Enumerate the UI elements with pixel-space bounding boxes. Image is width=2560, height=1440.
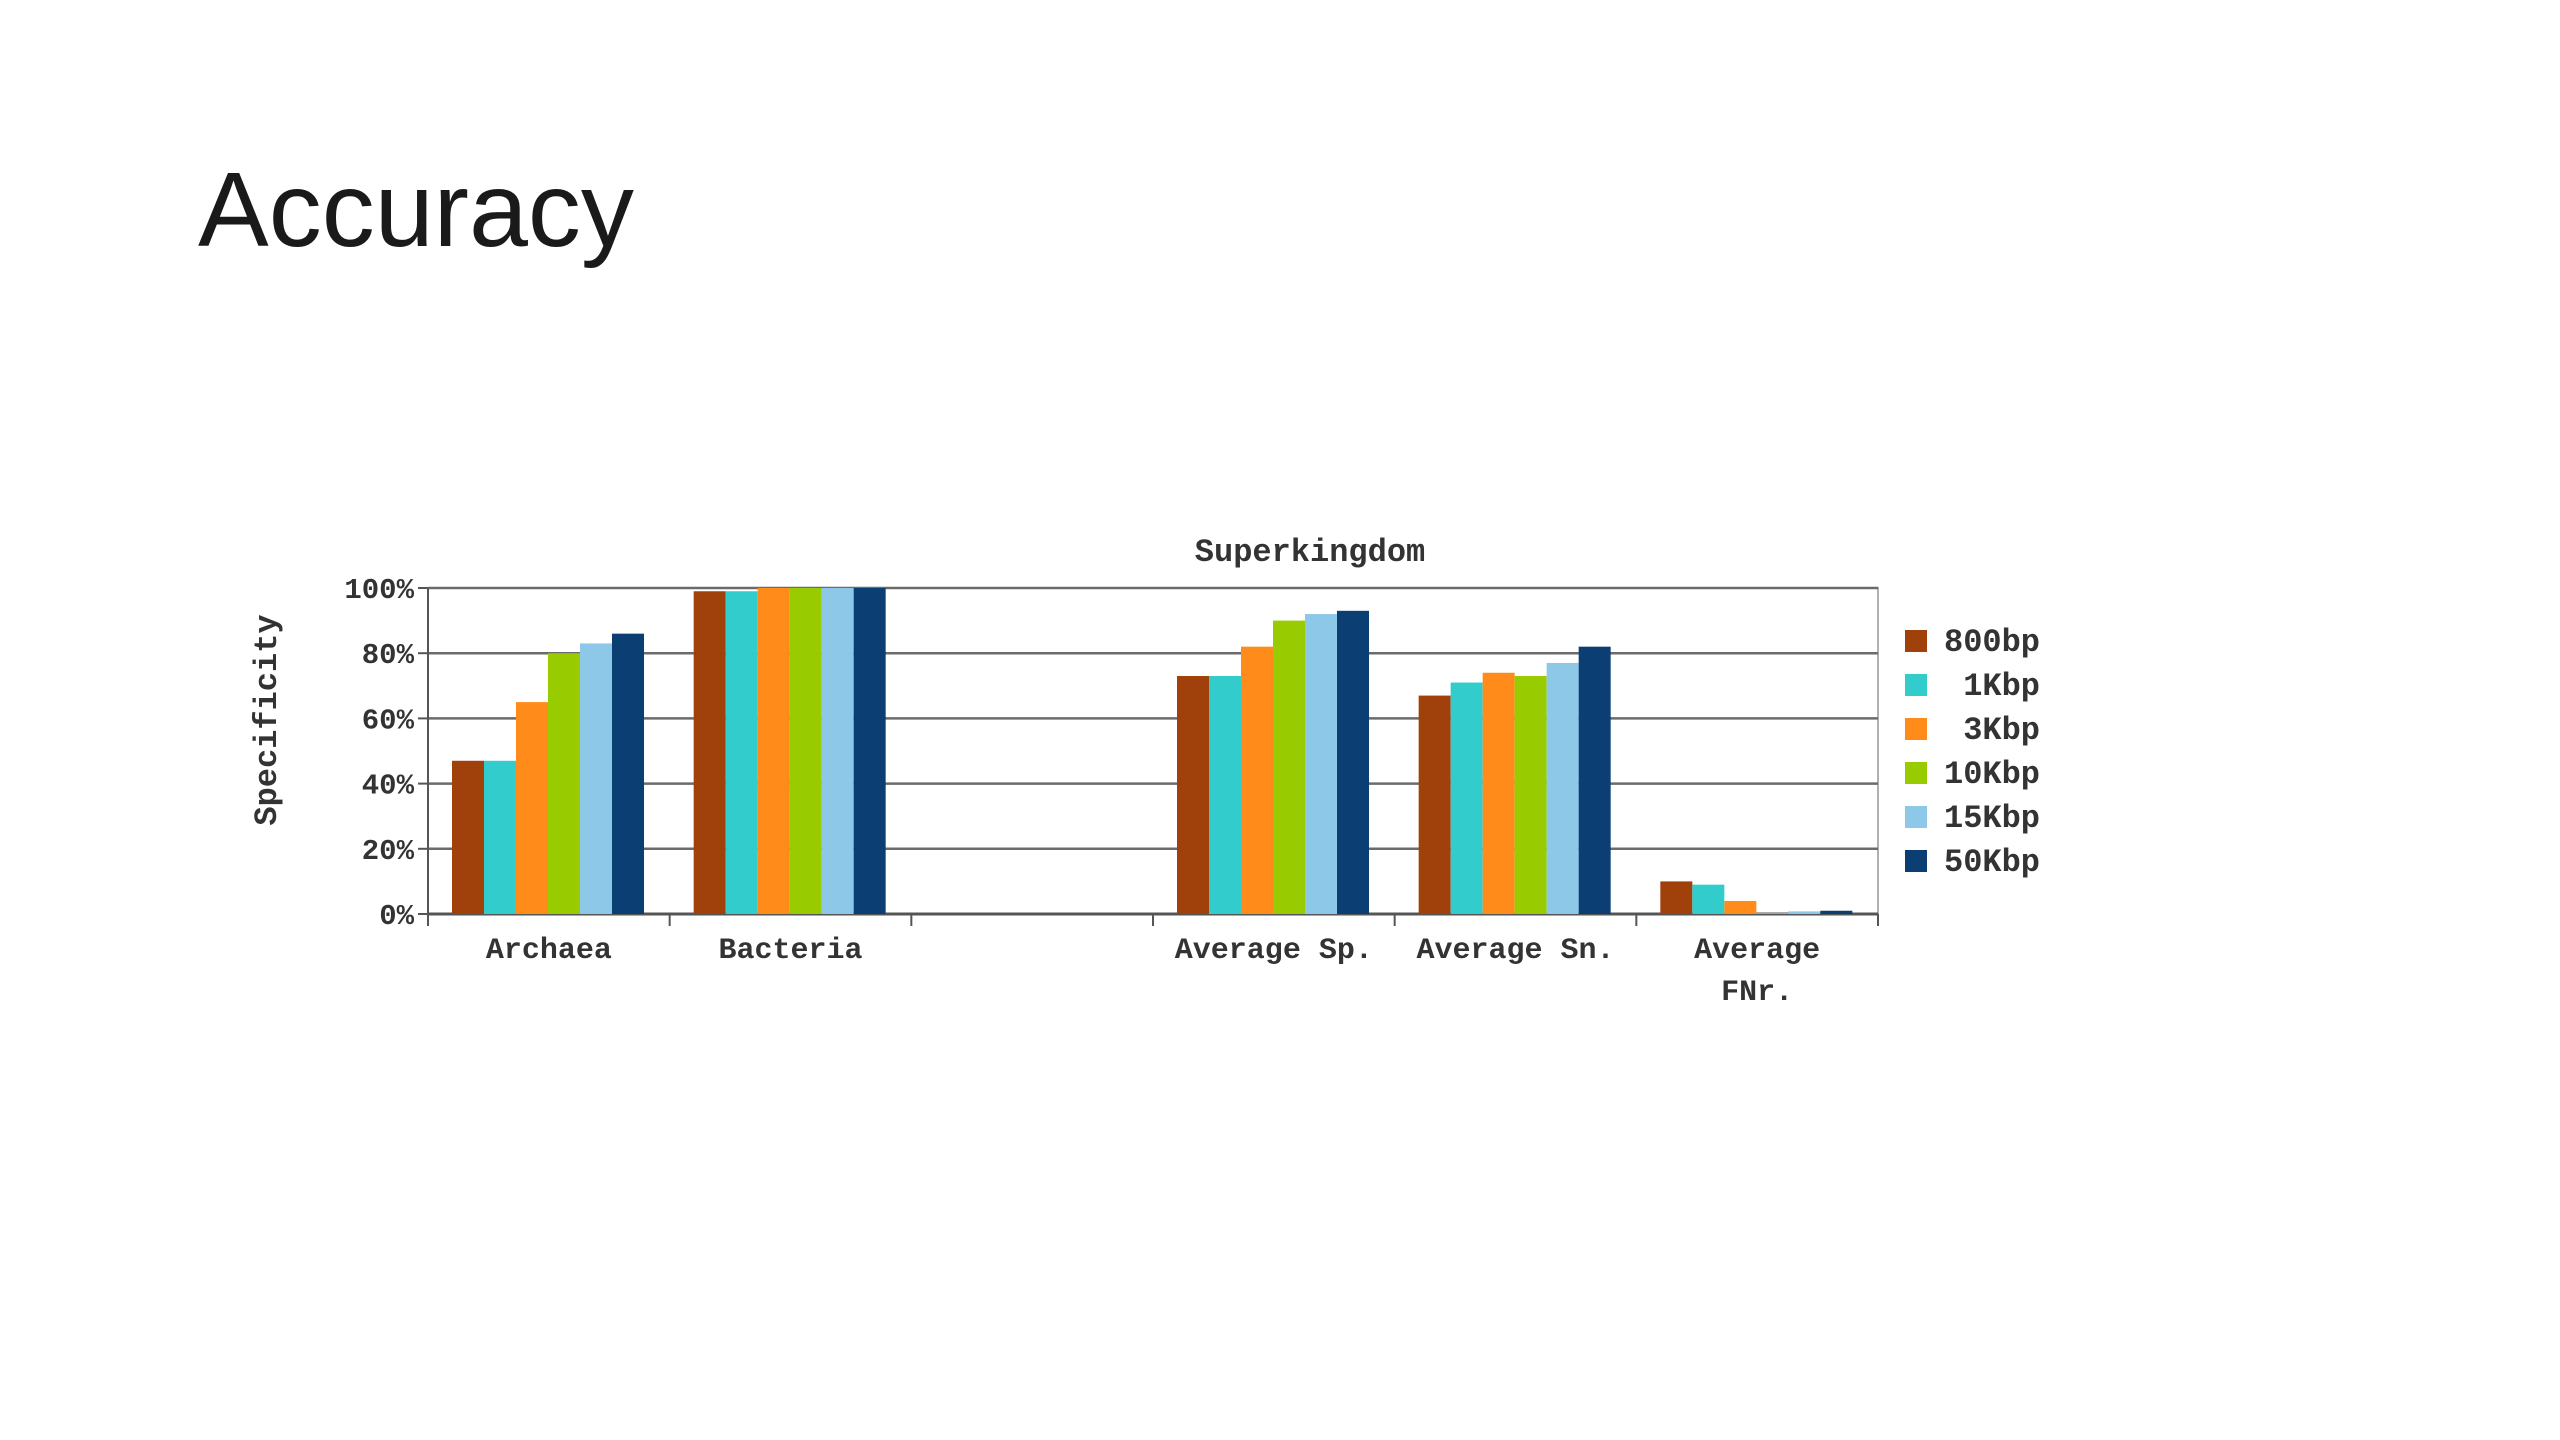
x-tick-label: Average Sp.: [1175, 934, 1373, 968]
legend-label: 50Kbp: [1944, 844, 2040, 881]
bar-50kbp: [1820, 910, 1853, 914]
x-tick-label: Archaea: [486, 934, 612, 968]
x-tick-label: Bacteria: [718, 934, 862, 968]
bar-3kbp: [1482, 672, 1515, 914]
x-tick-label: FNr.: [1721, 976, 1793, 1010]
bar-800bp: [1660, 881, 1693, 914]
bar-10kbp: [1273, 620, 1305, 914]
bar-50kbp: [612, 633, 644, 914]
bar-50kbp: [853, 588, 886, 914]
y-tick-label: 20%: [362, 835, 415, 868]
legend-label: 800bp: [1944, 624, 2040, 661]
bars: [452, 588, 1853, 914]
y-tick-label: 40%: [362, 770, 415, 803]
bar-3kbp: [757, 588, 790, 914]
y-tick-label: 80%: [362, 639, 415, 672]
bar-1kbp: [1692, 884, 1725, 914]
plot-border: [427, 587, 1879, 915]
legend-label: 3Kbp: [1963, 712, 2040, 749]
bar-1kbp: [1209, 676, 1241, 914]
bar-800bp: [1177, 676, 1209, 914]
legend-label: 10Kbp: [1944, 756, 2040, 793]
legend-swatch: [1905, 762, 1927, 784]
legend-swatch: [1905, 674, 1927, 696]
bar-10kbp: [1514, 676, 1547, 914]
bar-800bp: [693, 591, 726, 914]
bar-10kbp: [1756, 913, 1789, 914]
x-tick-label: Average: [1694, 934, 1820, 968]
slide-title: Accuracy: [198, 151, 634, 269]
axes: 0% 20% 40% 60% 80% 100% Archaea Bacteria Average…: [344, 574, 1879, 1010]
y-tick-label: 100%: [344, 574, 414, 607]
y-axis-label: Specificity: [249, 614, 286, 825]
bar-15kbp: [580, 643, 612, 914]
bar-3kbp: [516, 702, 548, 914]
bar-3kbp: [1241, 646, 1273, 914]
bar-800bp: [1418, 695, 1451, 914]
grid-lines: [427, 586, 1879, 916]
bar-50kbp: [1337, 610, 1369, 914]
x-tick-label: Average Sn.: [1416, 934, 1614, 968]
bar-800bp: [452, 760, 484, 914]
bar-10kbp: [789, 588, 822, 914]
bar-3kbp: [1724, 900, 1757, 914]
bar-15kbp: [1788, 911, 1821, 914]
y-tick-label: 60%: [362, 704, 415, 737]
legend-swatch: [1905, 718, 1927, 740]
bar-15kbp: [1305, 614, 1337, 914]
legend-swatch: [1905, 806, 1927, 828]
bar-1kbp: [1450, 682, 1483, 914]
bar-15kbp: [1546, 662, 1579, 914]
legend-label: 15Kbp: [1944, 800, 2040, 837]
bar-10kbp: [548, 653, 580, 914]
bar-1kbp: [725, 591, 758, 914]
bar-15kbp: [821, 588, 854, 914]
chart-title: Superkingdom: [1195, 534, 1425, 571]
legend-swatch: [1905, 630, 1927, 652]
legend: 800bp 1Kbp 3Kbp 10Kbp 15Kbp 50Kbp: [1905, 624, 2040, 881]
bar-1kbp: [484, 760, 516, 914]
legend-swatch: [1905, 850, 1927, 872]
legend-label: 1Kbp: [1963, 668, 2040, 705]
bar-50kbp: [1578, 646, 1611, 914]
y-tick-label: 0%: [379, 900, 414, 933]
